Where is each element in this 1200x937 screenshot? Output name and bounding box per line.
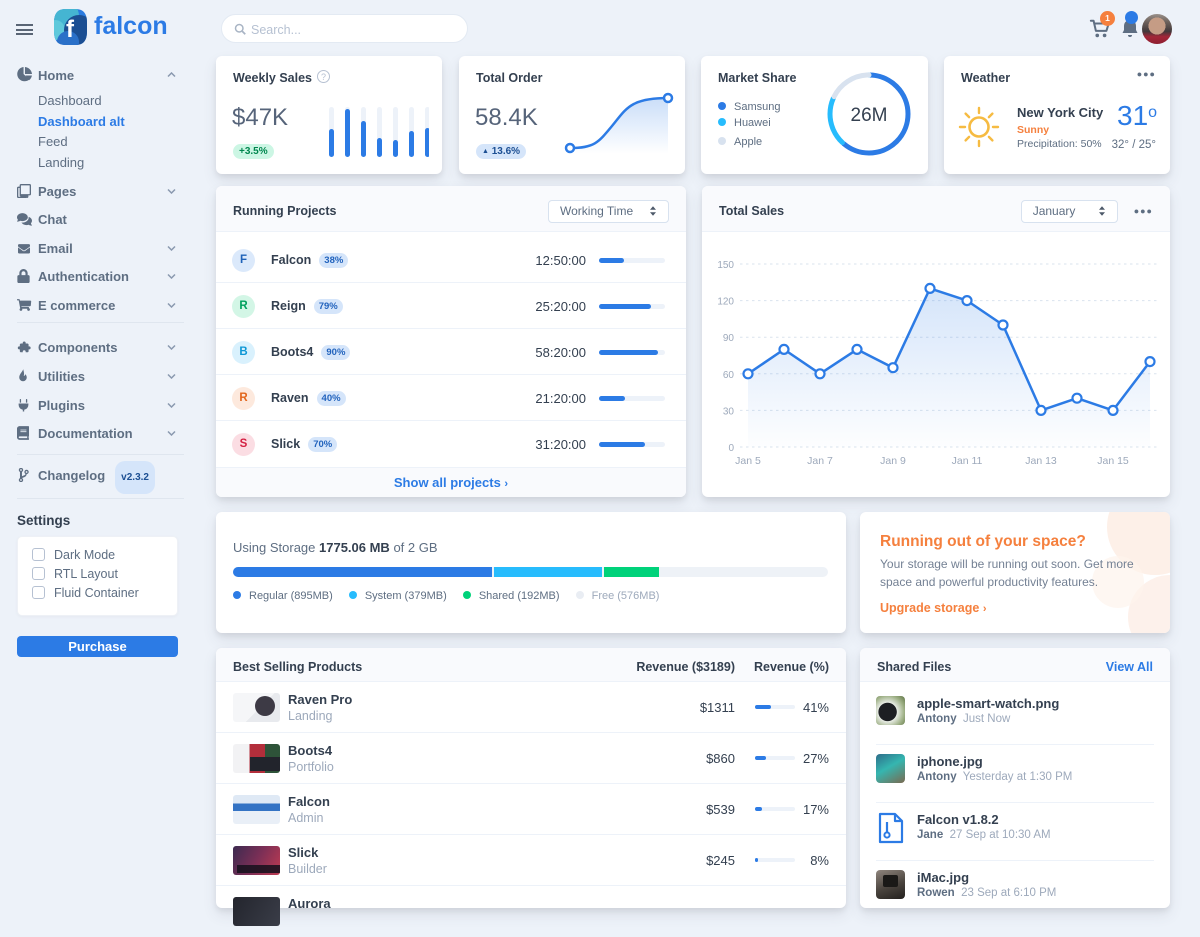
svg-text:120: 120 bbox=[717, 297, 734, 308]
svg-text:Jan 15: Jan 15 bbox=[1097, 455, 1129, 467]
svg-text:Jan 9: Jan 9 bbox=[880, 455, 906, 467]
svg-text:90: 90 bbox=[723, 333, 735, 344]
svg-text:Jan 7: Jan 7 bbox=[807, 455, 833, 467]
svg-text:Jan 13: Jan 13 bbox=[1025, 455, 1057, 467]
svg-text:Jan 11: Jan 11 bbox=[952, 455, 983, 467]
svg-text:f: f bbox=[66, 16, 75, 43]
svg-text:26M: 26M bbox=[851, 105, 888, 126]
svg-text:0: 0 bbox=[728, 443, 734, 454]
svg-text:150: 150 bbox=[717, 260, 734, 271]
svg-text:Jan 5: Jan 5 bbox=[735, 455, 761, 467]
svg-text:30: 30 bbox=[723, 406, 735, 417]
svg-text:60: 60 bbox=[723, 370, 735, 381]
